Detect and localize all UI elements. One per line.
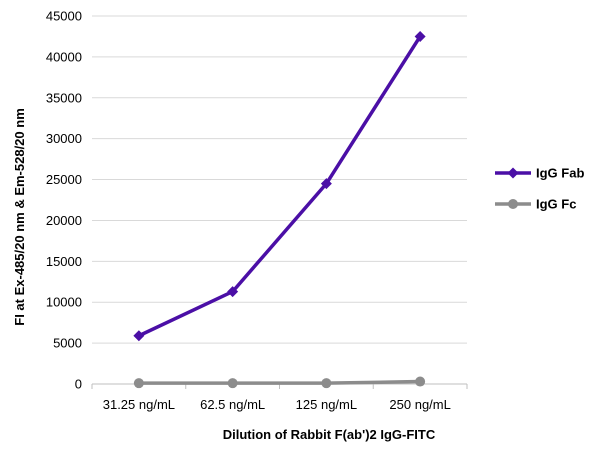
- gridlines: [92, 15, 467, 344]
- x-tick-label: 250 ng/mL: [389, 397, 450, 412]
- y-axis-title: FI at Ex-485/20 nm & Em-528/20 nm: [12, 108, 27, 325]
- data-point: [414, 30, 426, 42]
- data-point: [133, 378, 144, 389]
- x-axis-title: Dilution of Rabbit F(ab')2 IgG-FITC: [223, 427, 436, 442]
- y-tick-label: 15000: [46, 254, 82, 269]
- legend-label: IgG Fc: [536, 197, 576, 212]
- series-line: [137, 379, 422, 385]
- legend: IgG Fab IgG Fc: [495, 166, 584, 212]
- y-tick-label: 40000: [46, 49, 82, 64]
- y-tick-label: 35000: [46, 90, 82, 105]
- data-point: [415, 376, 426, 387]
- x-tick-label: 125 ng/mL: [296, 397, 357, 412]
- legend-label: IgG Fab: [536, 166, 584, 181]
- y-tick-label: 0: [75, 377, 82, 392]
- legend-item: IgG Fc: [495, 197, 576, 212]
- legend-item: IgG Fab: [495, 166, 584, 181]
- data-point: [321, 378, 332, 389]
- series-igg-fc: [133, 376, 426, 389]
- series-lines: [133, 30, 426, 389]
- tick-labels: 0 5000 10000 15000 20000 25000 30000 35000 40000…: [46, 9, 451, 413]
- y-tick-label: 20000: [46, 213, 82, 228]
- y-tick-label: 45000: [46, 9, 82, 24]
- legend-marker: [508, 199, 518, 209]
- data-point: [227, 378, 238, 389]
- series-line: [137, 34, 422, 338]
- x-tick-label: 62.5 ng/mL: [200, 397, 265, 412]
- x-tick-label: 31.25 ng/mL: [103, 397, 175, 412]
- y-tick-label: 30000: [46, 131, 82, 146]
- legend-marker: [507, 167, 519, 179]
- data-point: [133, 330, 145, 342]
- data-point: [227, 286, 239, 298]
- y-tick-label: 10000: [46, 295, 82, 310]
- y-tick-label: 5000: [53, 336, 82, 351]
- y-tick-label: 25000: [46, 172, 82, 187]
- data-point: [320, 178, 332, 190]
- series-igg-fab: [133, 30, 426, 342]
